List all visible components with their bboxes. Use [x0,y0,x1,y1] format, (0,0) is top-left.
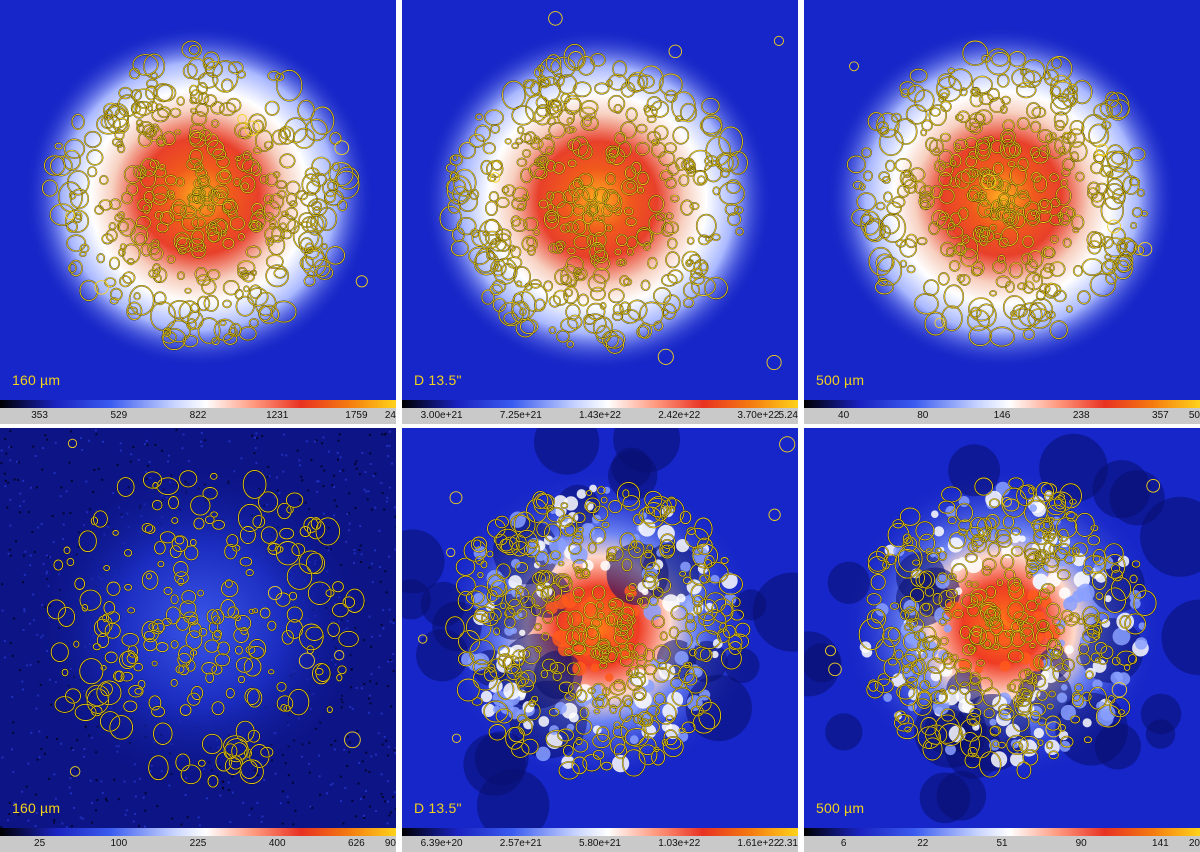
panel-label: 500 µm [816,372,865,388]
colorbar-tick: 3.00e+21 [420,410,463,421]
colorbar: 353 529 822 1231 1759 24 [0,400,396,424]
colorbar-tick: 51 [996,838,1008,849]
colorbar-tick: 2.42e+22 [658,410,701,421]
colorbar-gradient [0,400,396,408]
colorbar-gradient [804,828,1200,836]
colorbar-gradient [402,400,798,408]
colorbar-ticks: 3.00e+21 7.25e+21 1.43e+22 2.42e+22 3.70… [402,408,798,424]
colorbar-tick: 24 [384,410,396,421]
sky-image [0,428,396,828]
colorbar-tick: 529 [110,410,128,421]
colorbar-tick: 141 [1152,838,1169,849]
colorbar-tick: 225 [189,838,207,849]
panel-label: D 13.5" [414,372,462,388]
colorbar-tick: 80 [917,410,929,421]
colorbar-tick: 5.80e+21 [579,838,621,849]
colorbar-ticks: 6.39e+20 2.57e+21 5.80e+21 1.03e+22 1.61… [402,836,798,852]
image-panel-2: D 13.5" 3.00e+21 7.25e+21 1.43e+22 2.42e… [402,0,798,424]
colorbar-tick: 20 [1188,838,1200,849]
colorbar-tick: 626 [348,838,365,849]
colorbar-tick: 22 [917,838,929,849]
colorbar-gradient [402,828,798,836]
image-panel-1: 160 µm 353 529 822 1231 1759 24 [0,0,396,424]
image-panel-3: 500 µm 40 80 146 238 357 50 [804,0,1200,424]
sky-image [804,428,1200,828]
colorbar-tick: 238 [1072,410,1090,421]
colorbar-ticks: 6 22 51 90 141 20 [804,836,1200,852]
panel-label: 500 µm [816,800,865,816]
colorbar: 25 100 225 400 626 90 [0,828,396,852]
colorbar-tick: 7.25e+21 [499,410,542,421]
colorbar-tick: 50 [1188,410,1200,421]
colorbar-tick: 6 [840,838,847,849]
colorbar-tick: 1.61e+22 [737,838,780,849]
sky-image [804,0,1200,400]
colorbar-ticks: 25 100 225 400 626 90 [0,836,396,852]
image-panel-5: D 13.5" 6.39e+20 2.57e+21 5.80e+21 1.03e… [402,428,798,852]
colorbar-ticks: 40 80 146 238 357 50 [804,408,1200,424]
colorbar-tick: 1.43e+22 [579,410,621,421]
colorbar-tick: 353 [31,410,48,421]
colorbar-gradient [0,828,396,836]
colorbar: 6.39e+20 2.57e+21 5.80e+21 1.03e+22 1.61… [402,828,798,852]
colorbar-tick: 90 [1075,838,1087,849]
colorbar-tick: 2.31 [778,838,798,849]
colorbar-tick: 100 [110,838,128,849]
colorbar-tick: 1231 [266,410,289,421]
colorbar-tick: 146 [993,410,1011,421]
panel-label: D 13.5" [414,800,462,816]
colorbar-tick: 400 [268,838,286,849]
colorbar-ticks: 353 529 822 1231 1759 24 [0,408,396,424]
colorbar-tick: 6.39e+20 [420,838,463,849]
colorbar-tick: 90 [384,838,396,849]
colorbar-tick: 5.24 [778,410,798,421]
sky-image [402,0,798,400]
sky-image [402,428,798,828]
panel-label: 160 µm [12,800,61,816]
colorbar-tick: 3.70e+22 [737,410,780,421]
colorbar: 40 80 146 238 357 50 [804,400,1200,424]
colorbar-tick: 2.57e+21 [499,838,542,849]
colorbar-gradient [804,400,1200,408]
colorbar-tick: 1759 [345,410,368,421]
panel-label: 160 µm [12,372,61,388]
colorbar: 3.00e+21 7.25e+21 1.43e+22 2.42e+22 3.70… [402,400,798,424]
colorbar-tick: 357 [1152,410,1169,421]
image-panel-4: 160 µm 25 100 225 400 626 90 [0,428,396,852]
colorbar-tick: 40 [838,410,850,421]
sky-image [0,0,396,400]
colorbar-tick: 1.03e+22 [658,838,701,849]
image-panel-6: 500 µm 6 22 51 90 141 20 [804,428,1200,852]
colorbar: 6 22 51 90 141 20 [804,828,1200,852]
colorbar-tick: 822 [189,410,207,421]
colorbar-tick: 25 [34,838,46,849]
